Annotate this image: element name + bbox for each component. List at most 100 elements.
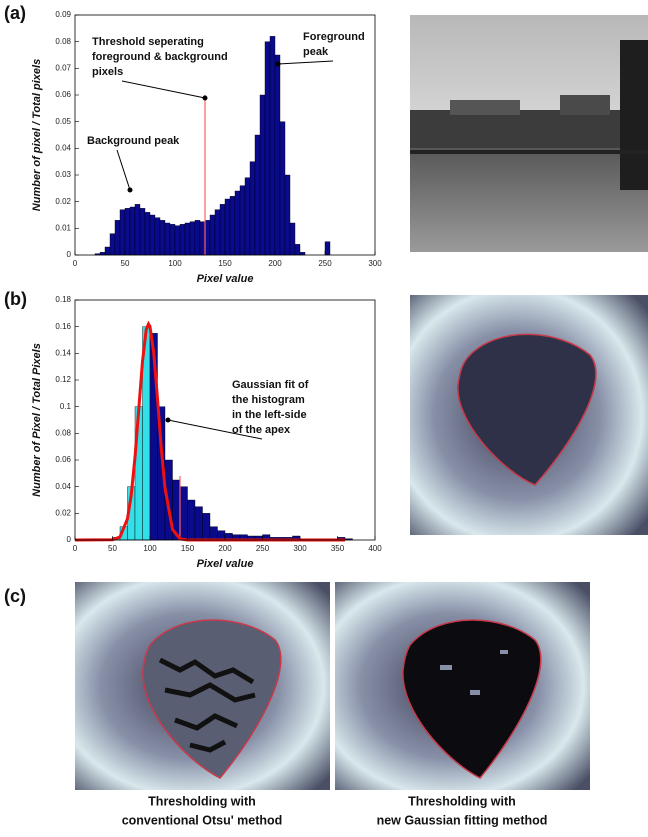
- arrow-head: [165, 417, 171, 423]
- y-axis-label: Number of Pixel / Total Pixels: [31, 343, 43, 497]
- bar: [229, 196, 236, 256]
- annotation: foreground & background: [92, 51, 228, 63]
- bar: [139, 208, 146, 256]
- bar: [249, 161, 256, 256]
- bar: [149, 214, 156, 256]
- x-tick-label: 0: [73, 544, 78, 553]
- annotation: the histogram: [232, 394, 305, 406]
- y-tick-label: 0.08: [55, 37, 71, 46]
- annotation: pixels: [92, 66, 123, 78]
- bar: [184, 222, 191, 256]
- x-tick-label: 200: [218, 544, 232, 553]
- y-tick-label: 0.06: [55, 455, 71, 464]
- bar: [274, 54, 281, 256]
- y-tick-label: 0.07: [55, 63, 71, 72]
- annotation: Threshold seperating: [92, 36, 204, 48]
- x-tick-label: 250: [256, 544, 270, 553]
- x-axis-label: Pixel value: [197, 273, 254, 285]
- annotation-arrow: [121, 80, 206, 99]
- panel-label: (a): [4, 3, 26, 23]
- y-tick-label: 0.01: [55, 223, 71, 232]
- otsu-image: [75, 582, 330, 790]
- bar: [199, 221, 206, 256]
- y-tick-label: 0.1: [60, 402, 72, 411]
- annotation: in the left-side: [232, 409, 307, 421]
- annotation: Foreground: [303, 31, 365, 43]
- x-tick-label: 100: [168, 259, 182, 268]
- bar: [239, 185, 246, 256]
- bar: [169, 224, 176, 256]
- y-tick-label: 0.18: [55, 295, 71, 304]
- x-tick-label: 150: [181, 544, 195, 553]
- x-tick-label: 350: [331, 544, 345, 553]
- mri-image: [410, 295, 648, 535]
- bar: [104, 246, 111, 256]
- x-tick-label: 50: [108, 544, 117, 553]
- y-tick-label: 0: [67, 250, 72, 259]
- bar: [214, 209, 221, 256]
- y-tick-label: 0.04: [55, 482, 71, 491]
- x-tick-label: 50: [121, 259, 130, 268]
- bar: [224, 198, 231, 256]
- arrow-head: [275, 61, 281, 67]
- bar: [244, 177, 251, 256]
- y-tick-label: 0: [67, 535, 72, 544]
- bar: [134, 204, 141, 256]
- bar: [254, 134, 261, 256]
- bar: [174, 225, 181, 256]
- gaussian-fit: [74, 320, 345, 542]
- y-tick-label: 0.12: [55, 375, 71, 384]
- bar: [187, 499, 196, 541]
- x-tick-label: 100: [143, 544, 157, 553]
- y-tick-label: 0.02: [55, 197, 71, 206]
- bar: [269, 36, 276, 256]
- bar: [234, 190, 241, 256]
- gaussian-image: [335, 582, 590, 790]
- bar: [124, 208, 131, 256]
- bar: [194, 506, 203, 541]
- y-tick-label: 0.03: [55, 170, 71, 179]
- bar: [324, 241, 331, 256]
- x-tick-label: 300: [293, 544, 307, 553]
- bar: [159, 220, 166, 256]
- y-tick-label: 0.06: [55, 90, 71, 99]
- caption: Thresholding with: [408, 794, 516, 808]
- x-tick-label: 300: [368, 259, 382, 268]
- bar: [119, 209, 126, 256]
- arrow-head: [202, 95, 208, 101]
- bar: [202, 513, 211, 541]
- x-tick-label: 0: [73, 259, 78, 268]
- bar: [179, 486, 188, 541]
- annotation: Gaussian fit of: [232, 379, 309, 391]
- caption: new Gaussian fitting method: [377, 813, 548, 827]
- bar: [114, 220, 121, 256]
- bar: [204, 220, 211, 256]
- annotation-arrow: [116, 149, 131, 191]
- bar: [109, 233, 116, 256]
- bar: [154, 217, 161, 256]
- panel-label: (c): [4, 586, 26, 606]
- bar: [209, 214, 216, 256]
- bar: [284, 174, 291, 256]
- bar: [194, 220, 201, 256]
- x-axis-label: Pixel value: [197, 558, 254, 570]
- annotation: Background peak: [87, 135, 180, 147]
- annotation: peak: [303, 46, 329, 58]
- caption: Thresholding with: [148, 794, 256, 808]
- bar: [144, 212, 151, 256]
- annotation: of the apex: [232, 424, 291, 436]
- bar: [129, 206, 136, 256]
- bar: [179, 224, 186, 256]
- bar: [279, 121, 286, 256]
- bar: [219, 204, 226, 256]
- caption: conventional Otsu' method: [122, 813, 283, 827]
- arrow-head: [127, 187, 133, 193]
- plot-frame: [74, 299, 376, 541]
- y-tick-label: 0.04: [55, 143, 71, 152]
- bar: [259, 94, 266, 256]
- y-tick-label: 0.08: [55, 428, 71, 437]
- annotation-arrow: [167, 419, 263, 440]
- x-tick-label: 400: [368, 544, 382, 553]
- bar: [189, 221, 196, 256]
- bar: [294, 244, 301, 256]
